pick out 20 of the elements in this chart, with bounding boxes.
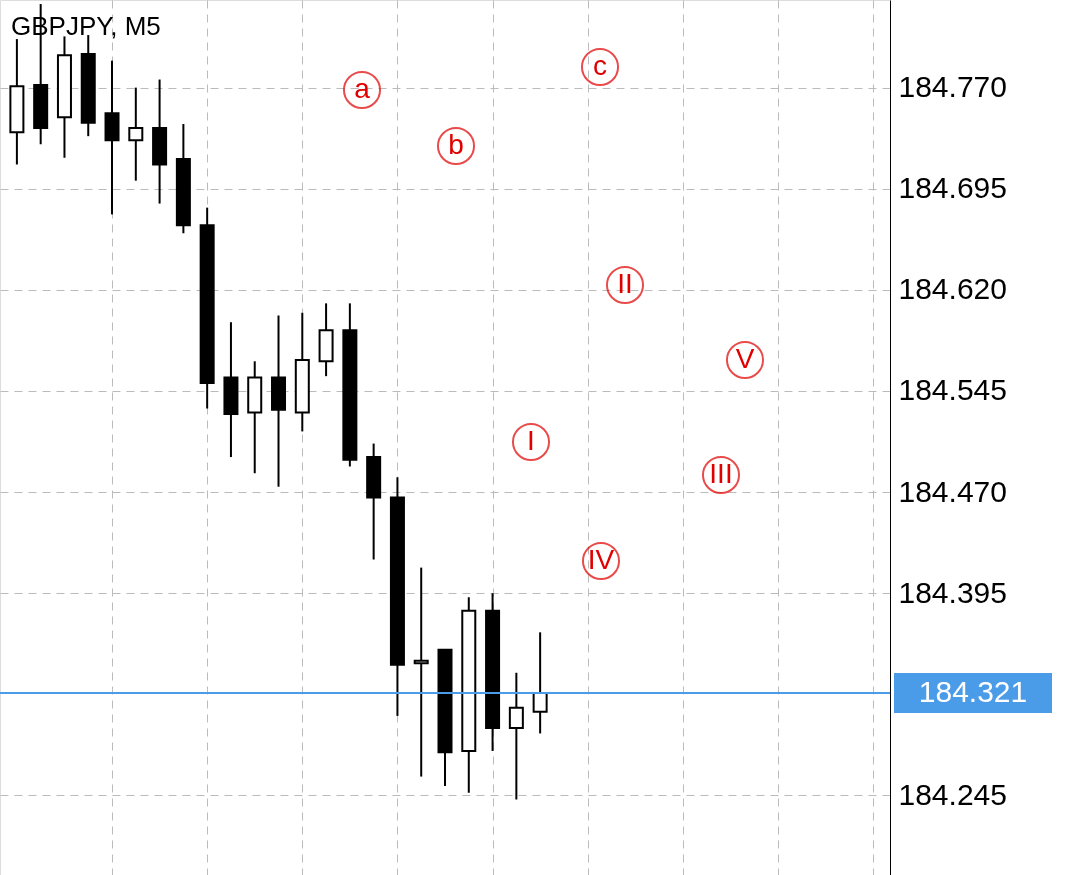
candlestick — [508, 671, 524, 801]
annotation: IV — [587, 544, 615, 575]
annotation: a — [354, 73, 371, 104]
ref-line-label: 184.321 — [918, 674, 1028, 708]
annotation: I — [527, 425, 535, 456]
y-tick-label: 184.470 — [898, 474, 1007, 508]
candlestick — [128, 86, 144, 182]
y-tick-label: 184.545 — [898, 373, 1007, 407]
y-tick-label: 184.770 — [898, 70, 1007, 104]
y-tick-label: 184.245 — [898, 777, 1007, 811]
y-tick-label: 184.395 — [898, 575, 1007, 609]
y-tick-label: 184.620 — [898, 272, 1007, 306]
annotation: V — [735, 343, 755, 374]
annotation: b — [448, 129, 464, 160]
y-tick-label: 184.695 — [898, 171, 1007, 205]
candlestick — [532, 631, 548, 735]
annotation: II — [617, 268, 633, 299]
annotation: III — [709, 458, 733, 489]
annotation: c — [593, 50, 607, 81]
candlestick — [413, 566, 429, 778]
